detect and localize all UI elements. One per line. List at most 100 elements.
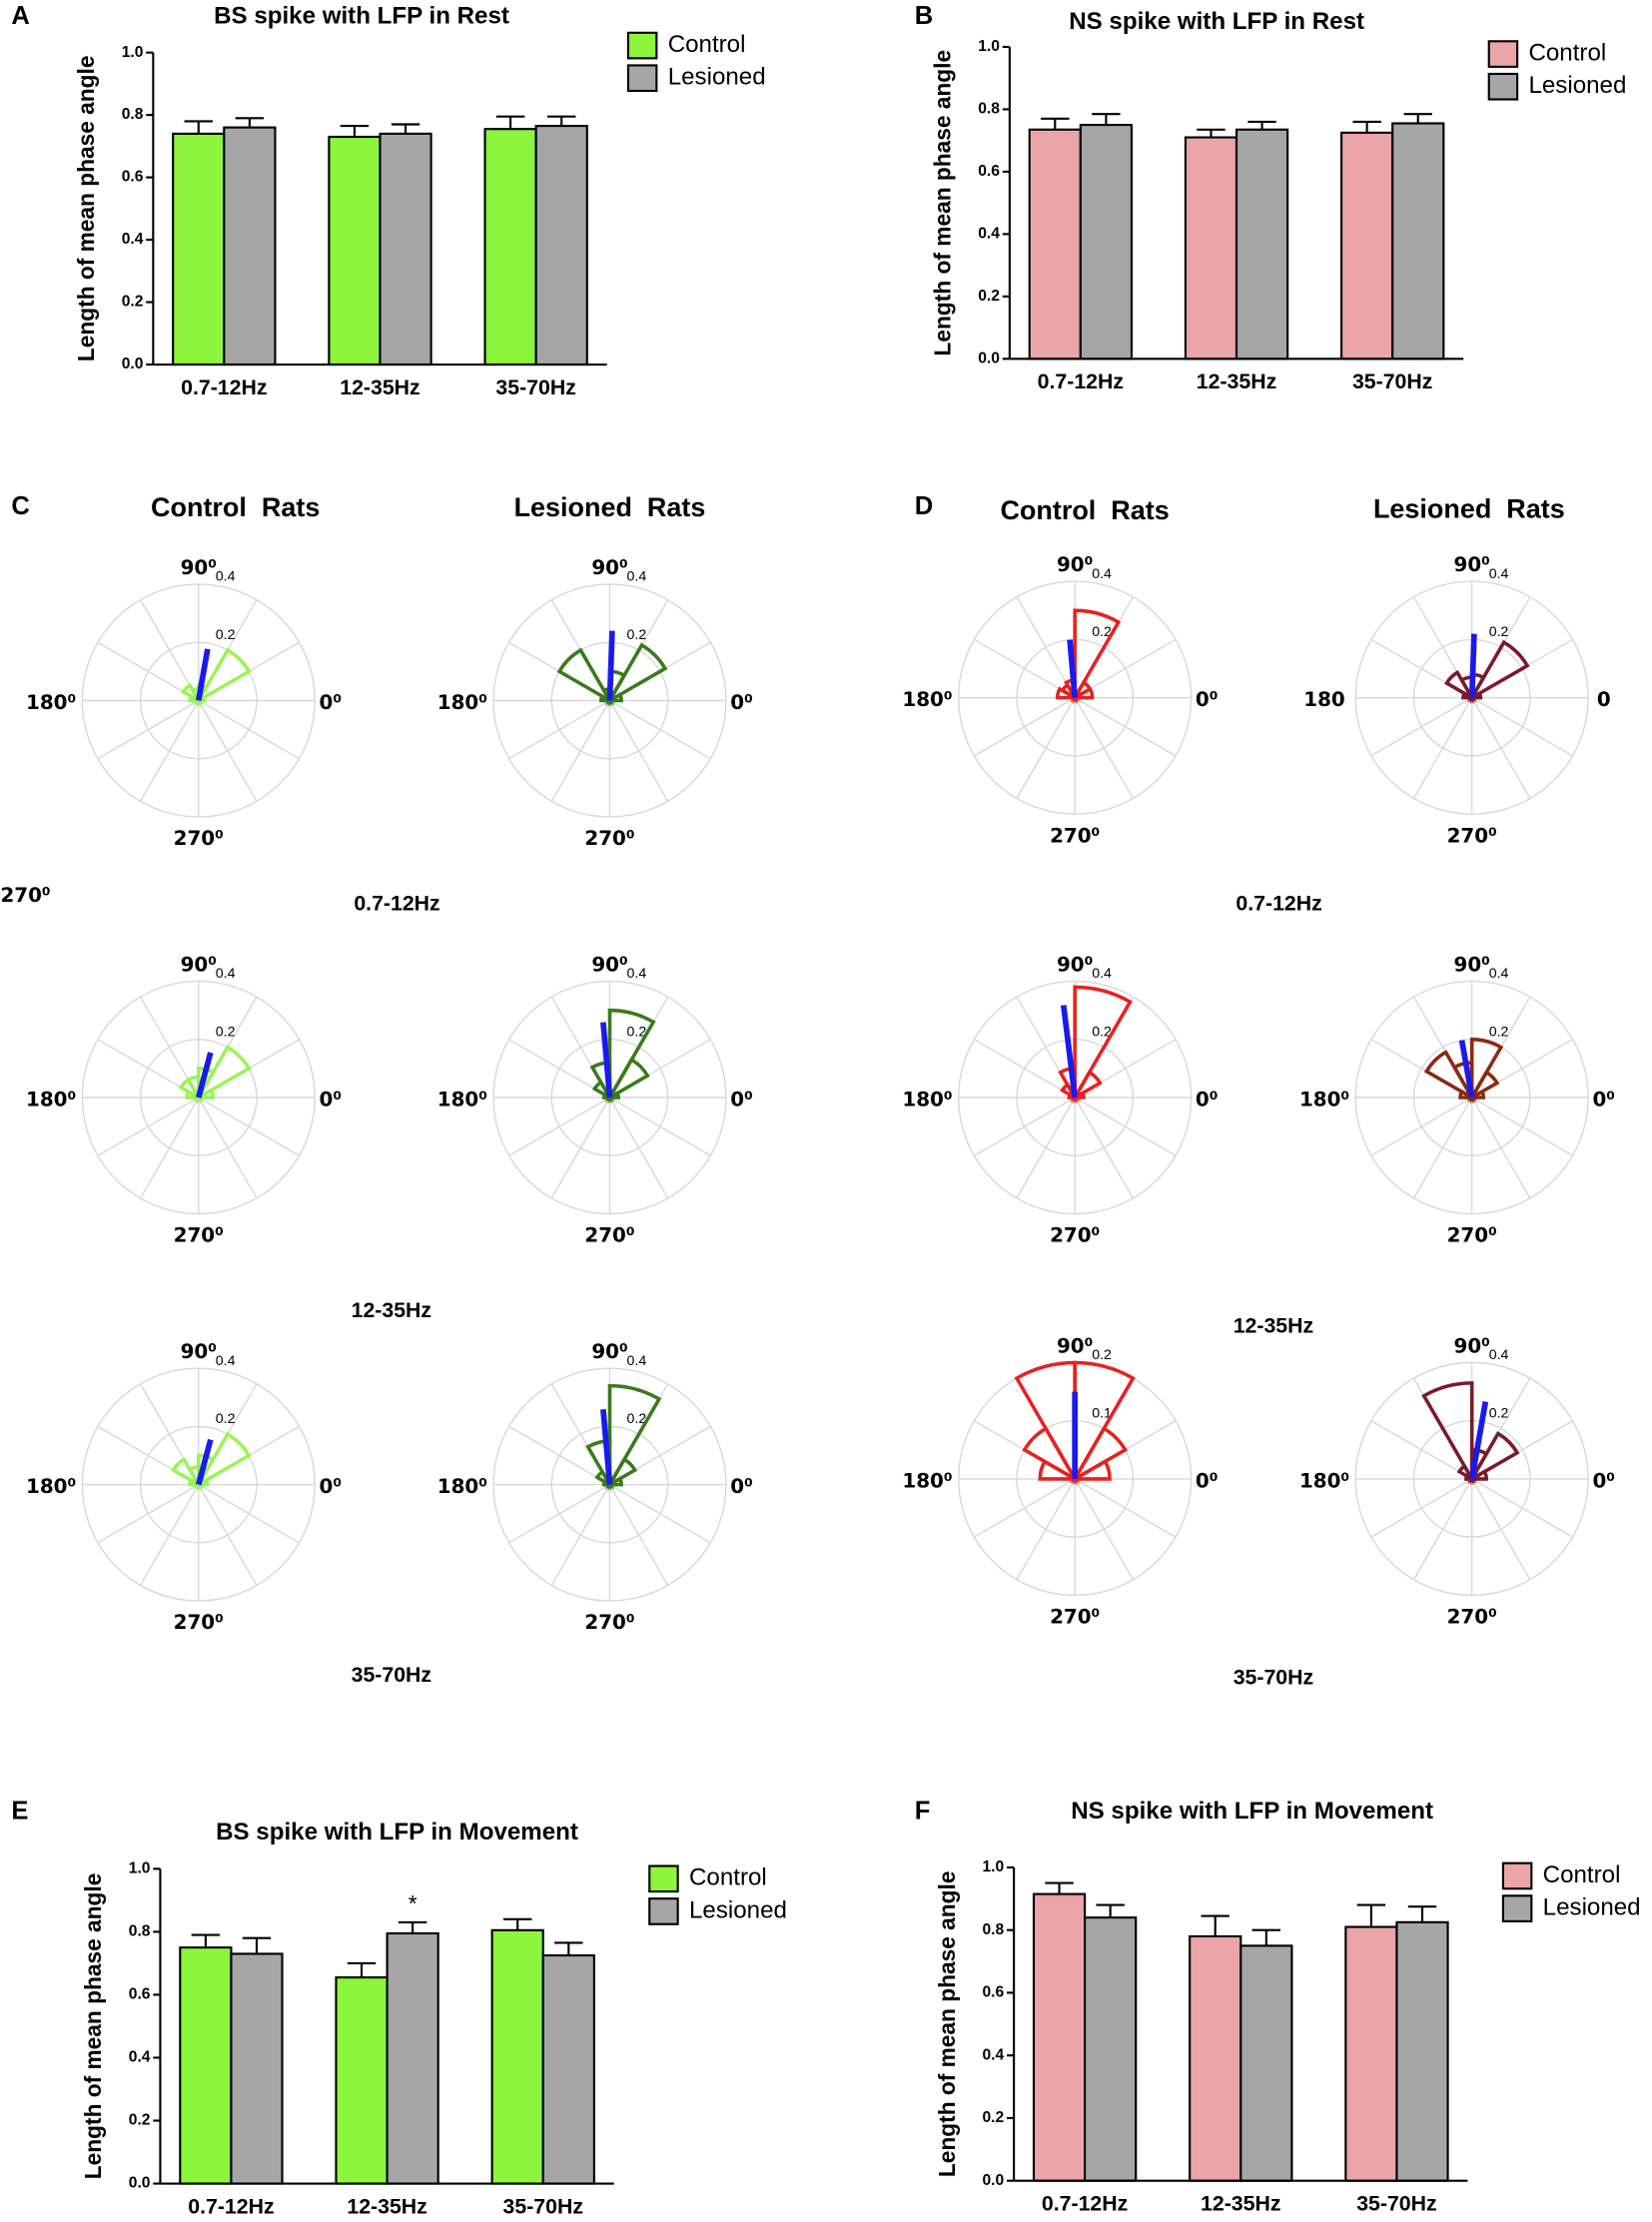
r-tick-label: 0.2 <box>1092 1024 1112 1040</box>
bar <box>1340 131 1394 361</box>
y-tick-label: 0.0 <box>129 2175 151 2192</box>
r-tick-label: 0.2 <box>627 1024 647 1040</box>
petal <box>594 1469 615 1490</box>
petal <box>1469 1038 1504 1105</box>
y-tick-label: 0.4 <box>982 2046 1004 2063</box>
bar <box>1184 136 1239 361</box>
legend-label: Control <box>668 31 746 58</box>
bar <box>1344 1925 1398 2182</box>
y-tick-label: 1.0 <box>122 44 144 61</box>
r-tick-label: 0.2 <box>1489 1405 1509 1421</box>
petal <box>585 1439 612 1492</box>
x-tick-label: 35-70Hz <box>503 2194 583 2218</box>
ring <box>1354 580 1589 815</box>
y-tick-label: 0.8 <box>129 1923 151 1940</box>
petal <box>1014 1360 1077 1486</box>
angle-label: 90⁰ <box>181 556 217 579</box>
angle-label: 90⁰ <box>1057 1334 1093 1357</box>
petal <box>1456 1463 1477 1484</box>
bar <box>490 1928 544 2185</box>
petal <box>601 1479 617 1487</box>
chart-title: BS spike with LFP in Movement <box>216 1819 578 1846</box>
legend-label: Lesioned <box>1528 72 1626 99</box>
y-tick-label: 1.0 <box>982 1858 1004 1875</box>
mean-vector <box>1468 633 1477 698</box>
band-label: 0.7-12Hz <box>354 892 439 916</box>
mean-vector <box>600 1408 613 1485</box>
angle-label: 0⁰ <box>730 691 753 714</box>
angle-label: 90⁰ <box>1057 553 1093 576</box>
petal <box>556 647 615 706</box>
legend-label: Lesioned <box>668 64 766 91</box>
legend-label: Control <box>1543 1861 1621 1888</box>
petal <box>591 1080 615 1103</box>
band-label: 35-70Hz <box>352 1663 431 1687</box>
ring <box>958 980 1193 1215</box>
x-tick-label: 35-70Hz <box>1352 370 1432 393</box>
angle-label: 180⁰ <box>26 1475 76 1498</box>
y-tick-label: 0.8 <box>982 1921 1004 1938</box>
chart-title: NS spike with LFP in Rest <box>1069 8 1364 35</box>
bar <box>1239 1944 1293 2182</box>
r-tick-label: 0.4 <box>216 966 236 982</box>
petal <box>181 682 204 706</box>
angle-label: 270⁰ <box>174 1611 224 1634</box>
x-tick-label: 0.7-12Hz <box>188 2194 274 2218</box>
bar <box>223 126 277 367</box>
angle-label: 270⁰ <box>1050 1224 1100 1247</box>
ring <box>139 641 258 760</box>
y-tick-label: 0.2 <box>978 288 1000 305</box>
angle-label: 180⁰ <box>1299 1088 1349 1111</box>
bar <box>1189 1934 1242 2182</box>
y-tick-label: 0.4 <box>978 226 1000 243</box>
x-tick-label: 0.7-12Hz <box>1042 2191 1128 2215</box>
angle-label: 90⁰ <box>1454 553 1490 576</box>
x-tick-label: 12-35Hz <box>340 375 419 399</box>
petal <box>188 1477 206 1487</box>
angle-label: 90⁰ <box>591 556 627 579</box>
angle-label: 270⁰ <box>174 827 224 850</box>
angle-label: 270⁰ <box>1050 1606 1100 1629</box>
mean-vector <box>1060 1005 1078 1099</box>
r-tick-label: 0.4 <box>627 569 647 585</box>
r-tick-label: 0.4 <box>216 1353 236 1369</box>
y-tick-label: 0.8 <box>978 101 1000 118</box>
angle-label: 270⁰ <box>1447 824 1497 847</box>
band-label: 12-35Hz <box>352 1298 431 1322</box>
ring <box>139 1425 258 1544</box>
bar <box>1084 1916 1138 2182</box>
angle-label: 0 <box>1597 688 1611 711</box>
petal <box>1058 1067 1077 1105</box>
bar <box>172 132 226 367</box>
y-tick-label: 0.6 <box>122 169 144 186</box>
y-tick-label: 0.6 <box>978 163 1000 180</box>
x-tick-label: 12-35Hz <box>1197 370 1276 393</box>
petal <box>178 1077 204 1103</box>
ring <box>492 1367 727 1602</box>
y-tick-label: 0.4 <box>129 2049 151 2066</box>
angle-label: 180⁰ <box>902 1469 952 1492</box>
mean-vector <box>1067 639 1078 698</box>
bar <box>379 132 432 367</box>
y-tick-label: 0.0 <box>122 356 144 372</box>
r-tick-label: 0.1 <box>1092 1405 1112 1421</box>
r-tick-label: 0.4 <box>1092 566 1112 582</box>
mean-vector <box>1468 1401 1489 1480</box>
x-tick-label: 0.7-12Hz <box>1038 370 1124 393</box>
angle-label: 270⁰ <box>1447 1224 1497 1247</box>
panel-label: F <box>915 1797 931 1825</box>
x-tick-label: 35-70Hz <box>495 375 575 399</box>
angle-label: 270⁰ <box>584 827 634 850</box>
r-tick-label: 0.4 <box>1092 966 1112 982</box>
angle-label: 90⁰ <box>1454 953 1490 976</box>
y-tick-label: 0.8 <box>122 106 144 123</box>
y-tick-label: 0.4 <box>122 231 144 248</box>
panel-label: E <box>11 1797 28 1825</box>
angle-label: 180⁰ <box>902 688 952 711</box>
petal <box>1458 1089 1479 1100</box>
petal <box>1466 639 1530 703</box>
angle-label: 180⁰ <box>26 691 76 714</box>
r-tick-label: 0.4 <box>216 569 236 585</box>
angle-label: 0⁰ <box>1196 1088 1219 1111</box>
ring <box>492 980 727 1215</box>
